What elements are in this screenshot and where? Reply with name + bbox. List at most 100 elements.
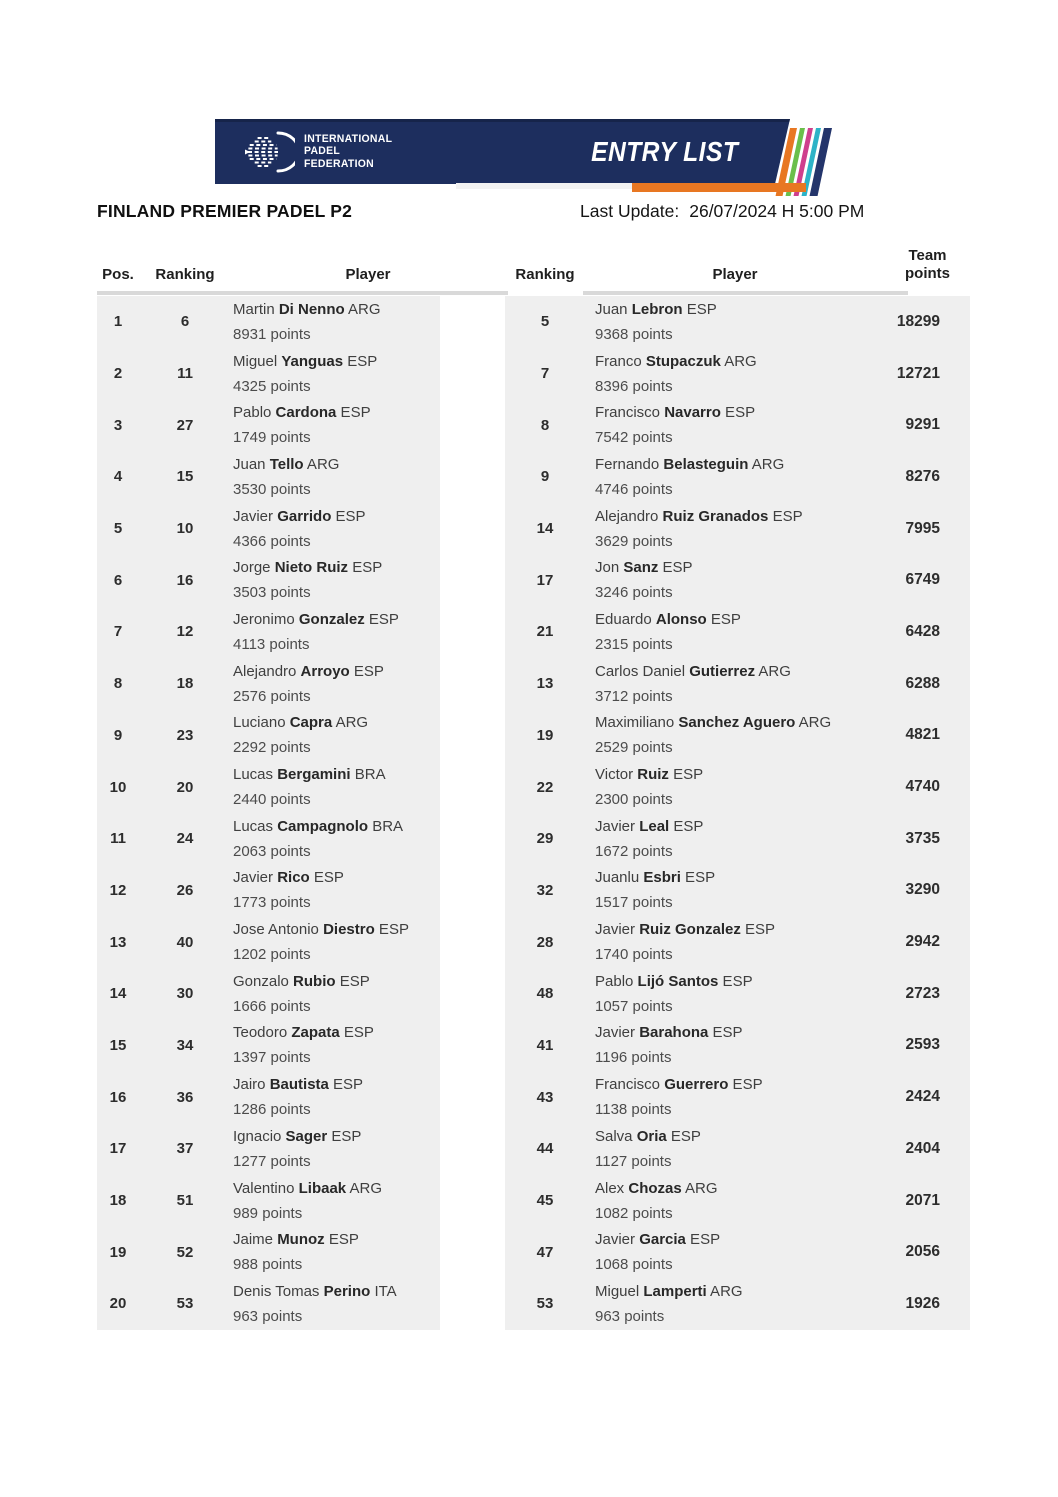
player-country-code: ESP [706,610,741,628]
player-points: 2292 points [233,739,311,757]
player-last-name: Guerrero [664,1076,729,1094]
table-row: 10 20 Lucas Bergamini BRA 2440 points 22 Vict… [97,761,970,813]
player-country-code: ESP [328,1076,364,1094]
ranking-cell-left: 16 [176,571,194,589]
player-cell-right: Miguel Lamperti ARG 963 points [585,1279,885,1329]
player-name: Jaime Munoz ESP [233,1227,505,1252]
team-points-cell: 4821 [905,726,940,744]
player-first-name: Juan [233,455,270,473]
player-country-code: ARG [795,714,832,732]
player-name: Teodoro Zapata ESP [233,1020,505,1045]
ranking-cell-left: 51 [176,1192,194,1210]
player-cell-left: Javier Garrido ESP 4366 points [231,504,505,554]
player-country-code: ESP [720,404,756,422]
player-cell-left: Pablo Cardona ESP 1749 points [231,400,505,450]
player-name: Eduardo Alonso ESP [595,607,885,632]
player-cell-left: Jairo Bautista ESP 1286 points [231,1072,505,1122]
player-country-code: ESP [343,352,378,370]
team-points-cell: 3290 [905,881,940,899]
player-points: 8396 points [595,377,673,395]
player-name: Jon Sanz ESP [595,555,885,580]
player-country-code: BRA [368,817,404,835]
player-cell-left: Juan Tello ARG 3530 points [231,452,505,502]
player-points: 1773 points [233,894,311,912]
table-row: 15 34 Teodoro Zapata ESP 1397 points 41 Javie… [97,1020,970,1072]
player-name: Javier Leal ESP [595,814,885,839]
tournament-title: FINLAND PREMIER PADEL P2 [97,201,353,221]
player-country-code: ARG [706,1282,743,1300]
ranking-cell-left: 26 [176,881,194,899]
player-last-name: Perino [323,1282,371,1300]
logo-line: FEDERATION [304,157,375,170]
player-last-name: Lijó Santos [637,972,719,990]
pos-cell: 16 [109,1088,127,1106]
player-cell-left: Luciano Capra ARG 2292 points [231,710,505,760]
table-row: 7 12 Jeronimo Gonzalez ESP 4113 points 21 Edu… [97,606,970,658]
team-points-cell: 6288 [905,674,940,692]
table-row: 20 53 Denis Tomas Perino ITA 963 points 53 Mi… [97,1278,970,1330]
player-last-name: Garcia [639,1231,686,1249]
team-points-cell: 9291 [905,416,940,434]
team-points-cell: 2593 [905,1036,940,1054]
table-row: 16 36 Jairo Bautista ESP 1286 points 43 Franc… [97,1071,970,1123]
player-first-name: Juanlu [595,869,644,887]
player-last-name: Arroyo [300,662,350,680]
ipf-logo: INTERNATIONAL PADEL FEDERATION [245,129,397,175]
player-first-name: Lucas [233,766,278,784]
player-first-name: Ignacio [233,1127,286,1145]
player-name: Javier Ruiz Gonzalez ESP [595,917,885,942]
pos-cell: 2 [113,365,123,383]
player-name: Juan Tello ARG [233,452,505,477]
team-points-cell: 6428 [905,622,940,640]
player-cell-right: Maximiliano Sanchez Aguero ARG 2529 point… [585,710,885,760]
player-first-name: Francisco [595,1076,665,1094]
player-last-name: Ruiz Granados [662,507,769,525]
banner-underline-orange [632,183,806,192]
table-row: 19 52 Jaime Munoz ESP 988 points 47 Javier Ga… [97,1226,970,1278]
player-points: 1138 points [595,1101,672,1119]
table-row: 11 24 Lucas Campagnolo BRA 2063 points 29 Jav… [97,813,970,865]
player-country-code: ARG [748,455,785,473]
player-cell-right: Francisco Navarro ESP 7542 points [585,400,885,450]
pos-cell: 15 [109,1036,127,1054]
ranking-cell-right: 48 [536,985,554,1003]
player-points: 1277 points [233,1152,311,1170]
player-cell-left: Lucas Campagnolo BRA 2063 points [231,814,505,864]
team-points-cell: 2942 [905,933,940,951]
player-last-name: Sanz [623,559,659,577]
player-cell-left: Miguel Yanguas ESP 4325 points [231,349,505,399]
player-points: 1196 points [595,1049,672,1067]
player-first-name: Maximiliano [595,714,679,732]
player-first-name: Juan [595,300,632,318]
player-points: 963 points [233,1307,303,1325]
player-first-name: Javier [595,1024,640,1042]
table-body: 1 6 Martin Di Nenno ARG 8931 points 5 Juan Le… [97,296,970,1330]
player-first-name: Miguel [233,352,282,370]
table-row: 5 10 Javier Garrido ESP 4366 points 14 Alejan… [97,503,970,555]
ranking-cell-right: 17 [536,571,554,589]
pos-cell: 9 [113,726,123,744]
player-name: Jose Antonio Diestro ESP [233,917,505,942]
column-header-pos: Pos. [102,266,134,283]
player-name: Javier Barahona ESP [595,1020,885,1045]
player-country-code: ESP [740,921,776,939]
entry-list-label: ENTRY LIST [590,135,738,167]
ranking-cell-left: 12 [176,623,194,641]
player-cell-right: Fernando Belasteguin ARG 4746 points [585,452,885,502]
player-name: Jairo Bautista ESP [233,1072,505,1097]
player-points: 1740 points [595,946,673,964]
ranking-cell-right: 44 [536,1140,554,1158]
player-last-name: Leal [639,817,670,835]
header-border-right [583,291,908,295]
player-country-code: ESP [349,662,384,680]
player-cell-right: Franco Stupaczuk ARG 8396 points [585,349,885,399]
player-country-code: ESP [669,817,704,835]
ranking-cell-right: 47 [536,1243,554,1261]
pos-cell: 17 [109,1140,127,1158]
player-first-name: Javier [233,869,278,887]
player-cell-left: Jose Antonio Diestro ESP 1202 points [231,917,505,967]
table-row: 3 27 Pablo Cardona ESP 1749 points 8 Francisc… [97,399,970,451]
player-cell-left: Alejandro Arroyo ESP 2576 points [231,659,505,709]
player-first-name: Gonzalo [233,972,294,990]
